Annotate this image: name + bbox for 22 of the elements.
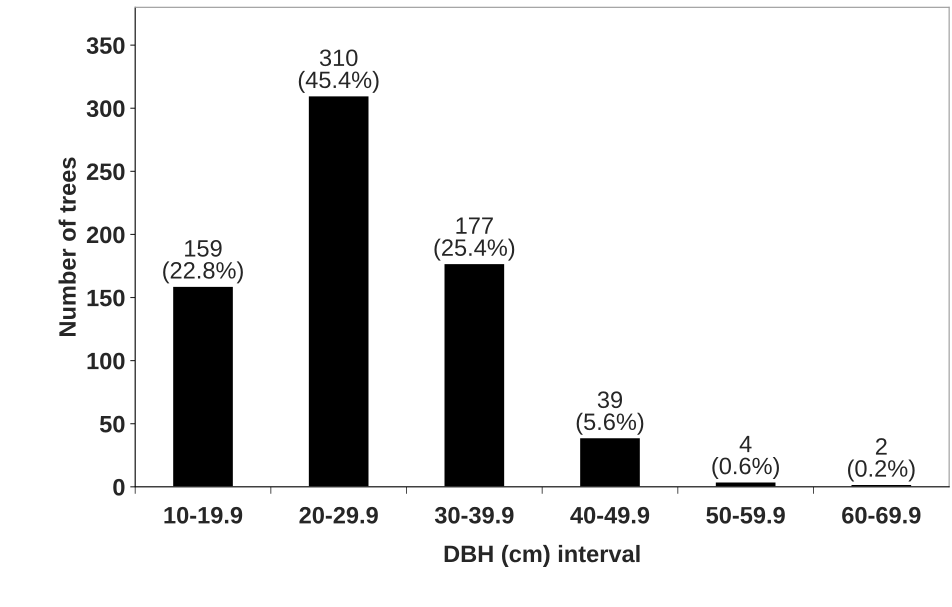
y-tick-label: 350 — [86, 37, 124, 54]
data-label: 159 (22.8%) — [163, 240, 243, 284]
x-tick-label: 30-39.9 — [434, 506, 514, 524]
y-tick-label: 100 — [88, 352, 124, 370]
x-tick-label: 60-69.9 — [842, 506, 920, 524]
y-tick-label: 300 — [86, 100, 124, 118]
data-label: 4 (0.6%) — [712, 436, 779, 479]
data-label: 2 (0.2%) — [848, 438, 915, 482]
y-tick-label: 50 — [100, 416, 124, 433]
y-tick-label: 150 — [88, 290, 124, 306]
data-label: 177 (25.4%) — [434, 218, 514, 261]
data-label: 39 (5.6%) — [576, 391, 644, 435]
y-axis-title: Number of trees — [58, 157, 76, 336]
x-axis-title: DBH (cm) interval — [444, 544, 640, 567]
x-tick-label: 40-49.9 — [570, 506, 650, 524]
data-label: 310 (45.4%) — [298, 49, 379, 93]
x-tick-label: 10-19.9 — [164, 506, 242, 524]
y-tick-label: 0 — [113, 478, 124, 496]
x-tick-label: 20-29.9 — [299, 506, 378, 524]
x-tick-label: 50-59.9 — [706, 506, 785, 524]
y-tick-label: 200 — [86, 226, 124, 244]
y-tick-label: 250 — [86, 163, 124, 180]
